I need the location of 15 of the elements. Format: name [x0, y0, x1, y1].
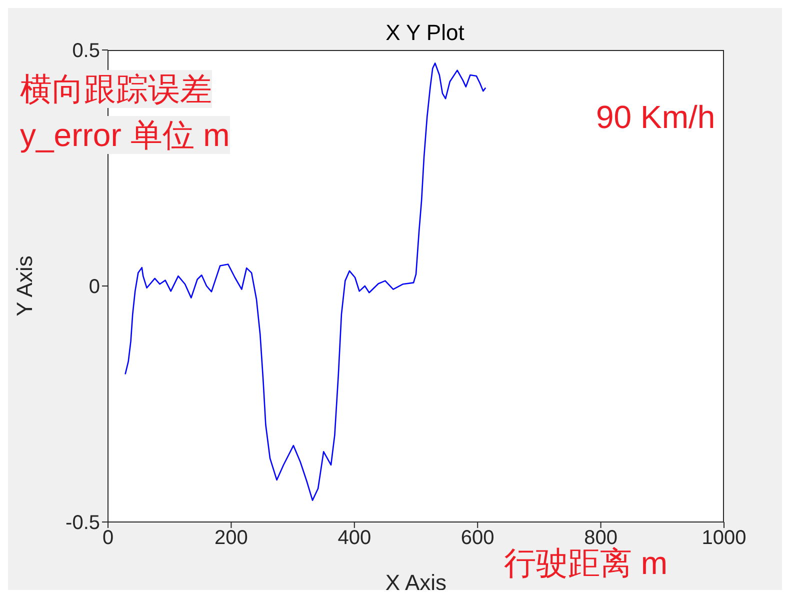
x-tick-label: 1000: [702, 527, 746, 550]
text: 行驶距离 m: [504, 544, 668, 582]
x-tick-label: 200: [214, 527, 248, 550]
y-tick-label: 0.5: [72, 40, 100, 62]
x-tick-label: 400: [338, 527, 372, 550]
annotation: 横向跟踪误差: [20, 70, 212, 108]
x-tick-label: 600: [460, 527, 494, 550]
chart-title: X Y Plot: [386, 20, 464, 45]
annotation: 90 Km/h: [596, 98, 716, 136]
y-axis-title: Y Axis: [12, 256, 37, 316]
x-tick-label: 0: [102, 527, 114, 550]
annotation: y_error 单位 m: [20, 116, 230, 154]
y-tick-label: 0: [88, 276, 100, 298]
y-tick-label: -0.5: [66, 512, 100, 534]
x-axis-title: X Axis: [385, 570, 447, 595]
